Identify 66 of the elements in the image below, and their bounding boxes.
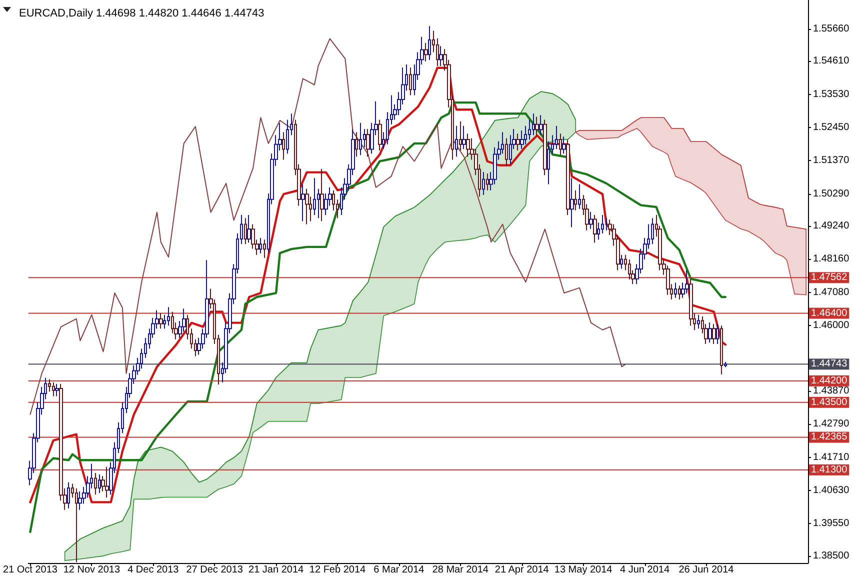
candlestick [708,322,712,343]
candlestick [359,122,362,156]
x-tick-label: 21 Jan 2014 [248,564,304,576]
y-tick-label: 1.51370 [813,155,850,166]
candlestick [593,214,597,244]
x-tick-label: 4 Jun 2014 [620,564,670,576]
y-tick-label: 1.52450 [813,122,850,133]
candlestick [535,116,539,136]
candlestick [520,130,524,150]
x-tick-label: 27 Dec 2013 [186,564,244,576]
x-tick-label: 6 Mar 2014 [374,564,425,576]
x-tick-label: 21 Oct 2013 [2,564,58,576]
y-tick-label: 1.38500 [813,550,850,562]
candlestick [428,26,431,60]
x-tick-label: 4 Dec 2013 [128,564,180,576]
y-tick-label: 1.46000 [813,320,850,332]
candlestick [651,218,654,245]
line-series [30,38,626,415]
y-tick-label: 1.49240 [813,220,850,232]
ref-line-label: 1.43500 [811,396,848,408]
x-tick-label: 12 Feb 2014 [309,564,366,576]
candlestick [320,168,324,222]
candlestick [516,133,520,151]
candlestick [98,474,101,494]
line-series [575,117,806,230]
candlestick [678,285,681,300]
ref-line-label: 1.41300 [811,464,848,476]
candlestick [159,312,163,330]
x-tick-label: 12 Nov 2013 [63,564,120,576]
ref-line-label: 1.44743 [811,358,848,370]
candlestick [259,238,262,254]
y-tick-label: 1.48160 [813,254,850,265]
candlestick [674,282,677,298]
x-tick-label: 13 May 2014 [554,564,613,576]
candlestick [628,259,631,280]
y-tick-label: 1.43870 [813,386,850,396]
x-tick-label: 26 Jun 2014 [678,564,734,576]
candlestick [409,67,412,96]
candlestick [67,482,70,509]
ref-line-label: 1.47562 [811,272,848,284]
candlestick [712,324,716,345]
candlestick [52,382,55,397]
candlestick [105,466,109,498]
x-tick-label: 21 Apr 2014 [494,564,550,576]
candlestick [305,188,309,225]
y-tick-label: 1.42790 [813,418,850,430]
candlestick [244,218,247,245]
candlestick [75,488,78,563]
candlestick [532,113,535,136]
ref-line-label: 1.42365 [811,432,848,443]
y-tick-label: 1.41710 [813,452,850,463]
y-tick-label: 1.47080 [813,286,850,298]
candlestick [720,325,723,375]
y-tick-label: 1.54610 [813,56,850,67]
y-tick-label: 1.53530 [813,88,850,100]
y-tick-label: 1.50290 [813,188,850,200]
y-tick-label: 1.39550 [813,518,850,530]
y-tick-label: 1.40630 [813,485,850,496]
candlestick [697,314,700,330]
candlestick [605,218,608,231]
ref-line-label: 1.44200 [811,375,848,386]
x-tick-label: 28 Mar 2014 [432,564,489,576]
text: EURCAD,Daily 1.44698 1.44820 1.44646 1.44743 [19,8,264,20]
ref-line-label: 1.46400 [811,308,848,319]
y-tick-label: 1.55660 [813,23,850,34]
candlestick [486,173,489,191]
